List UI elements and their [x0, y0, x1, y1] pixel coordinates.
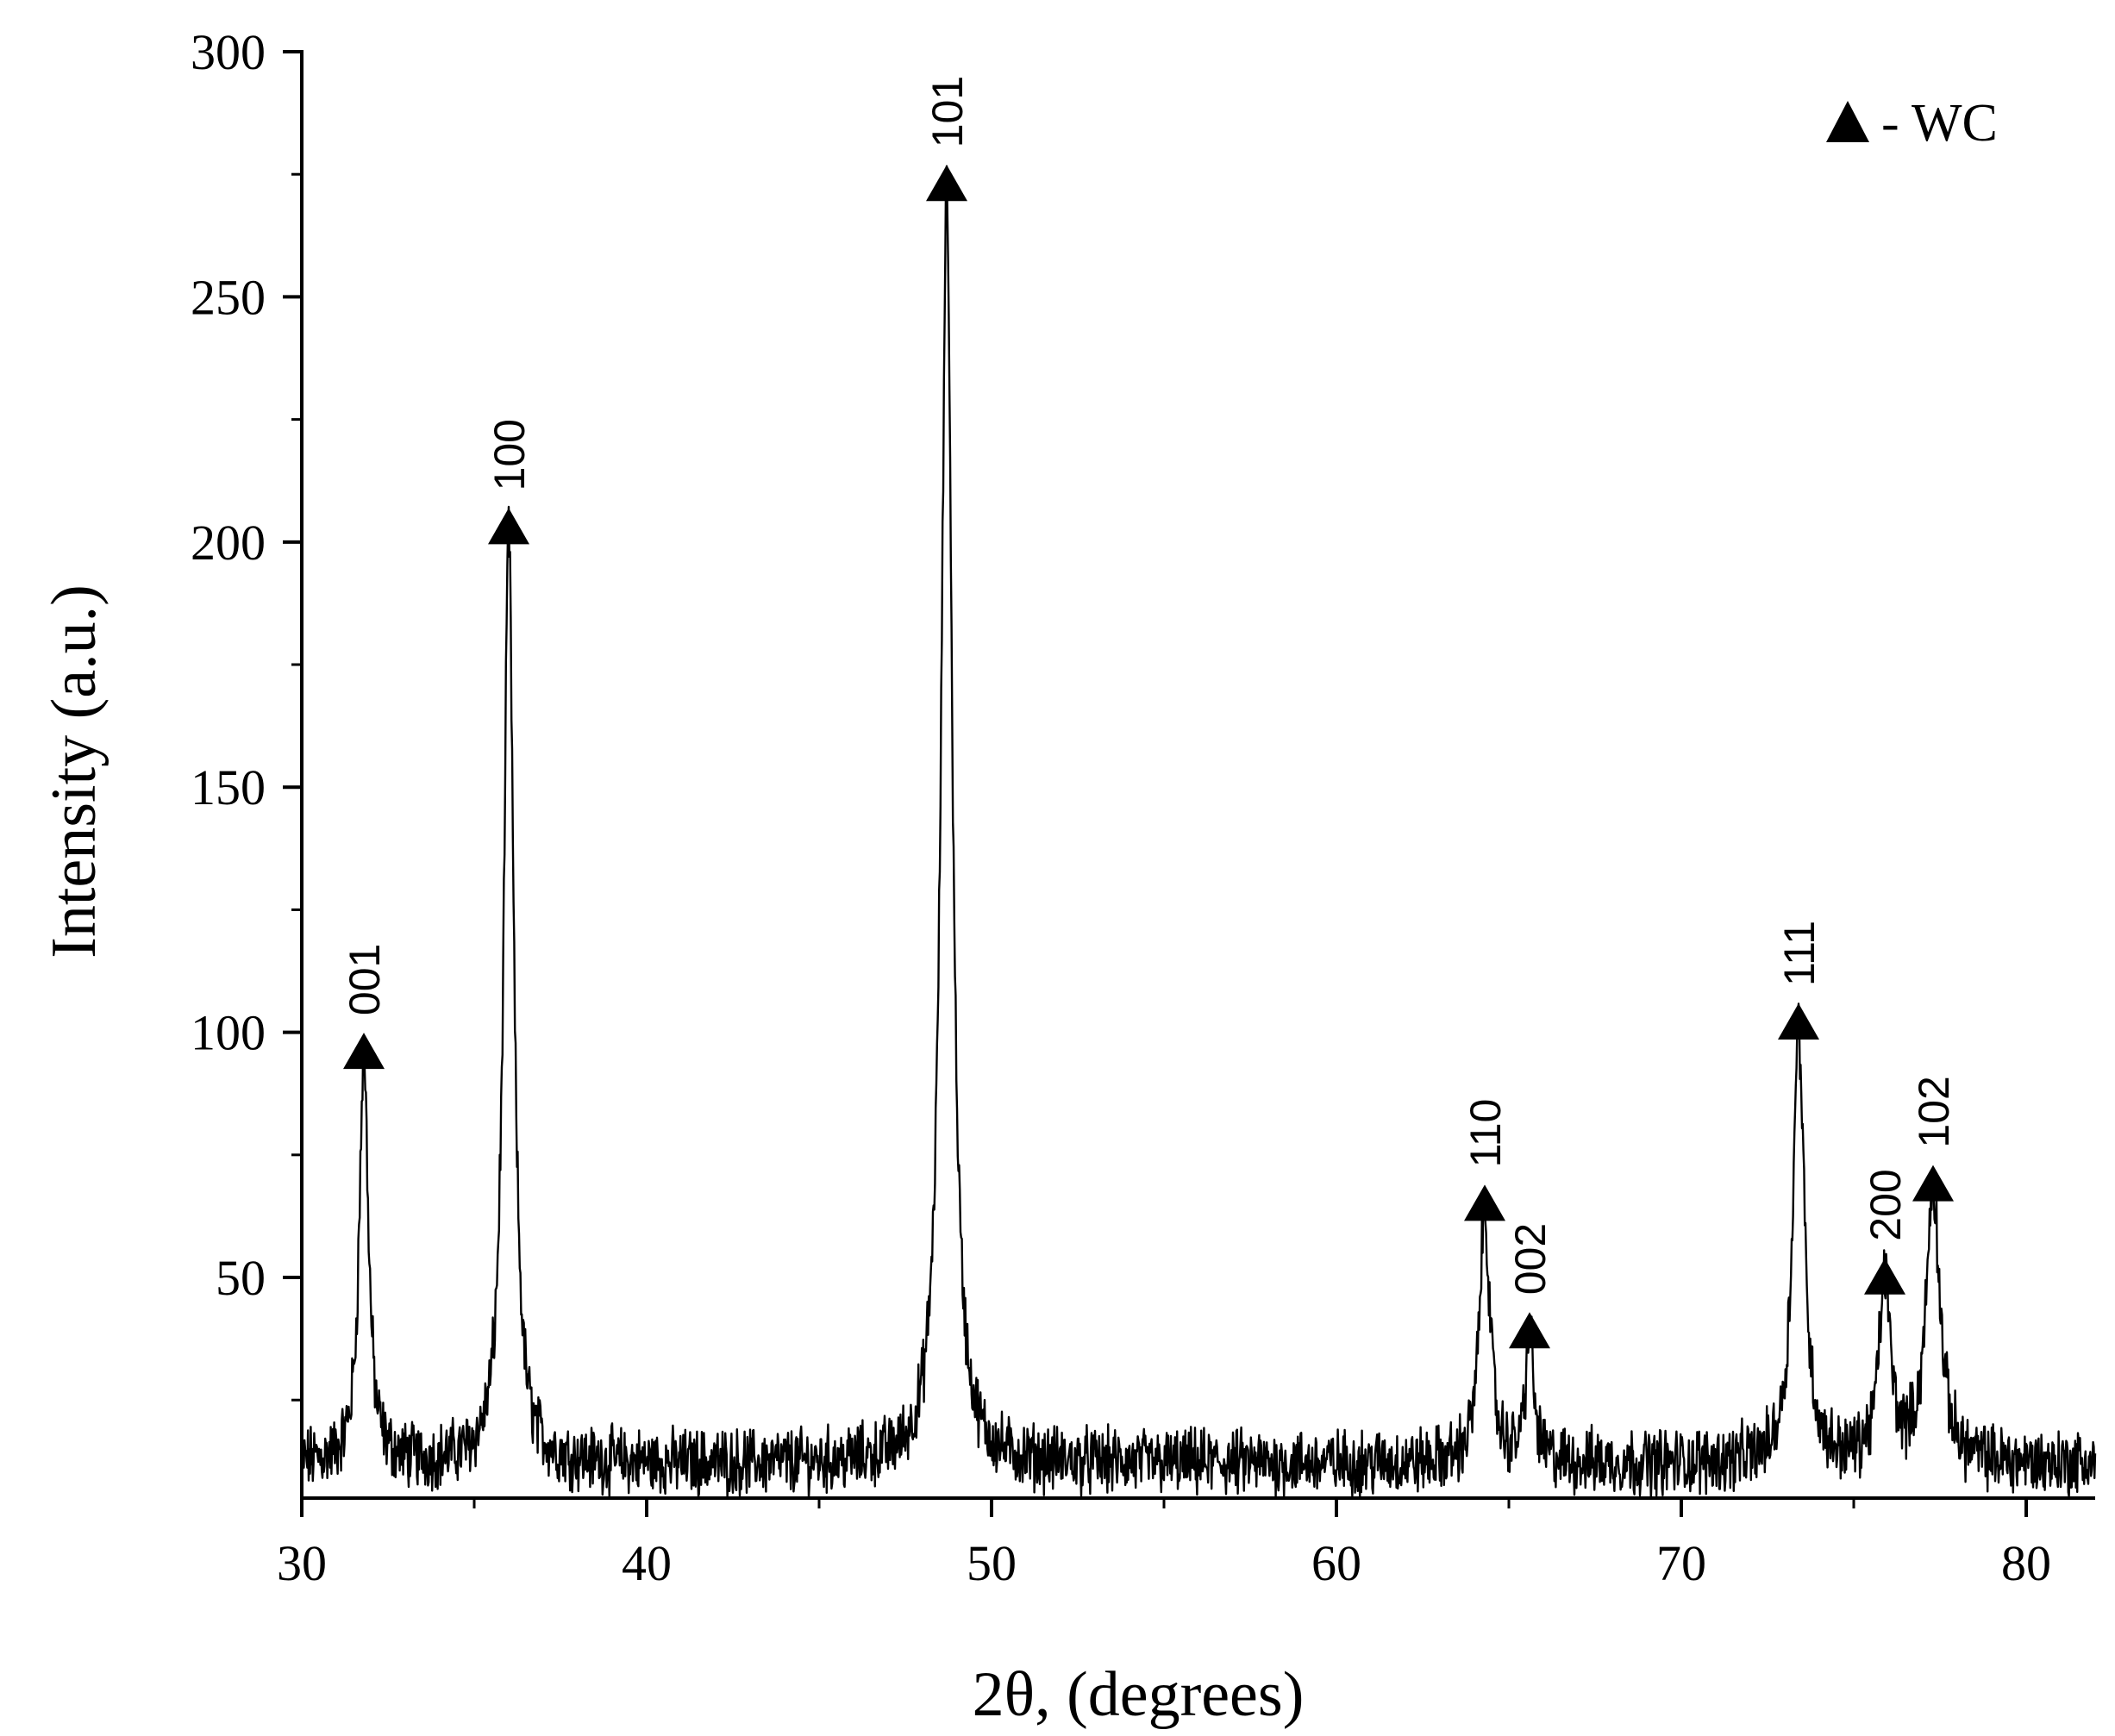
y-tick-label: 250 [191, 269, 266, 325]
y-axis-title: Intensity (a.u.) [39, 584, 110, 959]
peak-triangle-icon [1509, 1312, 1550, 1349]
plot-area [300, 165, 2097, 1500]
x-tick-label: 40 [622, 1535, 672, 1591]
x-tick-label: 70 [1656, 1535, 1706, 1591]
y-tick-label: 300 [191, 24, 266, 80]
peak-label: 002 [1506, 1223, 1555, 1295]
peak-triangle-icon [1778, 1002, 1819, 1040]
y-tick-label: 50 [216, 1250, 266, 1306]
y-tick-label: 100 [191, 1005, 266, 1061]
legend-triangle-icon [1826, 101, 1869, 142]
peak-label: 111 [1775, 921, 1824, 986]
peak-label: 200 [1862, 1169, 1910, 1240]
y-tick-label: 150 [191, 759, 266, 815]
x-tick-label: 80 [2001, 1535, 2051, 1591]
y-tick-label: 200 [191, 515, 266, 571]
peak-triangle-icon [343, 1033, 385, 1070]
peak-triangle-icon [488, 508, 529, 545]
peak-triangle-icon [1864, 1258, 1905, 1295]
peak-triangle-icon [1912, 1165, 1954, 1202]
x-tick-label: 50 [967, 1535, 1017, 1591]
peak-triangle-icon [1464, 1184, 1505, 1221]
x-axis-title: 2θ, (degrees) [973, 1659, 1305, 1730]
xrd-pattern-series [300, 165, 2097, 1500]
legend-label: - WC [1881, 94, 1998, 153]
peak-label: 101 [923, 76, 972, 147]
legend: - WC [1826, 94, 1998, 153]
peak-label: 100 [485, 419, 534, 490]
peak-label: 110 [1461, 1099, 1510, 1168]
x-tick-label: 30 [277, 1535, 327, 1591]
peak-triangle-icon [926, 165, 967, 202]
peak-label: 102 [1910, 1076, 1958, 1147]
x-tick-label: 60 [1311, 1535, 1361, 1591]
axes: 30 40 50 60 70 80 50 100 150 200 250 300 [191, 24, 2095, 1591]
peak-label: 001 [341, 944, 389, 1015]
